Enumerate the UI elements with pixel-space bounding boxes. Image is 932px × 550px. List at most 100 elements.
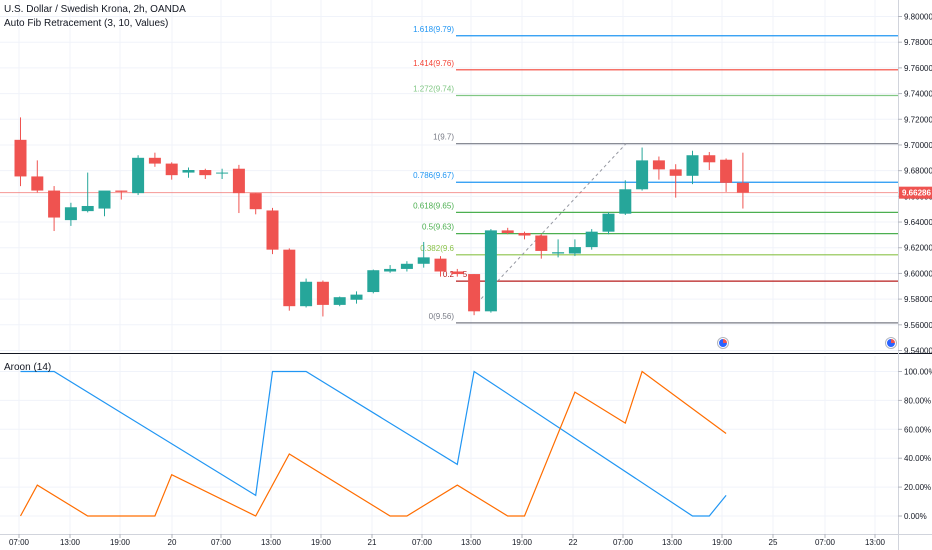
fib-level-label: 1.272(9.74) <box>413 85 454 94</box>
candle-body <box>720 159 733 183</box>
time-tick-label: 19:00 <box>712 538 733 547</box>
candle-body <box>686 155 699 176</box>
candle-body <box>384 268 397 272</box>
candle-body <box>249 193 262 210</box>
candle-body <box>535 235 548 251</box>
candle-body <box>602 213 615 232</box>
price-tick-label: 9.64000 <box>904 218 932 227</box>
aroon-tick-label: 80.00% <box>904 396 931 405</box>
candle-body <box>216 172 229 174</box>
time-tick-label: 13:00 <box>865 538 886 547</box>
price-tick-label: 9.68000 <box>904 167 932 176</box>
calendar-event-icon[interactable] <box>717 337 729 349</box>
candle-body <box>333 297 346 305</box>
candle-body <box>652 160 665 170</box>
candle-body <box>434 258 447 272</box>
price-tick-label: 9.72000 <box>904 115 932 124</box>
candle-body <box>148 157 161 164</box>
current-price-tag <box>899 186 932 199</box>
time-tick-label: 07:00 <box>412 538 433 547</box>
price-tick-label: 9.58000 <box>904 295 932 304</box>
candle-body <box>14 139 27 177</box>
candle-body <box>703 155 716 163</box>
fib-level-label: 0.786(9.67) <box>413 171 454 180</box>
time-tick-label: 13:00 <box>60 538 81 547</box>
candle-body <box>501 230 514 233</box>
aroon-title: Aroon (14) <box>4 362 52 373</box>
price-tick-label: 9.62000 <box>904 244 932 253</box>
fib-level-label: 1(9.7) <box>433 133 454 142</box>
candle-body <box>451 271 464 275</box>
aroon-up-line <box>20 370 727 517</box>
candle-body <box>350 294 363 300</box>
time-tick-label: 07:00 <box>9 538 30 547</box>
time-tick-label: 19:00 <box>311 538 332 547</box>
calendar-event-icon[interactable] <box>885 337 897 349</box>
candle-body <box>518 232 531 236</box>
candle-body <box>48 190 61 218</box>
candle-body <box>484 230 497 312</box>
candle-body <box>132 157 145 194</box>
time-tick-label: 19:00 <box>110 538 131 547</box>
candle-body <box>552 252 565 254</box>
candle-body <box>468 274 481 312</box>
price-tick-label: 9.74000 <box>904 90 932 99</box>
fib-level-label: 0.618(9.65) <box>413 201 454 210</box>
time-tick-label: 07:00 <box>211 538 232 547</box>
time-tick-label: 21 <box>368 538 377 547</box>
candle-body <box>98 190 111 209</box>
candle-body <box>182 170 195 173</box>
event-icon-slice <box>891 339 895 343</box>
aroon-lines <box>19 370 727 517</box>
fib-level-label: 1.618(9.79) <box>413 25 454 34</box>
event-badges[interactable] <box>717 337 897 349</box>
event-icon-slice <box>723 339 727 343</box>
aroon-down-line <box>19 370 727 517</box>
candle-body <box>636 160 649 190</box>
fib-level-label: 0.2 <box>443 270 455 279</box>
price-tick-label: 9.70000 <box>904 141 932 150</box>
price-tick-label: 9.78000 <box>904 38 932 47</box>
aroon-tick-label: 60.00% <box>904 425 931 434</box>
time-tick-label: 07:00 <box>815 538 836 547</box>
event-icon-slice <box>719 339 727 347</box>
candles <box>14 117 749 317</box>
time-tick-label: 13:00 <box>662 538 683 547</box>
price-tick-label: 9.54000 <box>904 347 932 356</box>
price-tick-label: 9.60000 <box>904 269 932 278</box>
candle-body <box>316 281 329 305</box>
candle-body <box>417 257 430 264</box>
price-tick-label: 9.80000 <box>904 13 932 22</box>
candle-body <box>283 249 296 307</box>
time-tick-label: 22 <box>569 538 578 547</box>
candle-body <box>64 207 77 221</box>
candle-body <box>31 176 44 191</box>
candle-body <box>266 210 279 250</box>
time-tick-label: 07:00 <box>613 538 634 547</box>
price-tick-label: 9.56000 <box>904 321 932 330</box>
current-price-label: 9.66286 <box>902 189 931 198</box>
time-tick-label: 19:00 <box>512 538 533 547</box>
aroon-tick-label: 40.00% <box>904 454 931 463</box>
candle-body <box>400 263 413 269</box>
indicator-label: Auto Fib Retracement (3, 10, Values) <box>4 18 169 29</box>
fib-level-label: 5 <box>463 270 468 279</box>
time-tick-label: 13:00 <box>261 538 282 547</box>
candle-body <box>367 270 380 293</box>
fib-level-label: 0.382(9.6 <box>420 244 454 253</box>
aroon-tick-label: 100.00% <box>904 368 932 377</box>
candle-body <box>199 170 212 176</box>
grid <box>0 0 898 534</box>
candle-body <box>736 182 749 193</box>
candle-body <box>300 281 313 307</box>
fib-level-label: 1.414(9.76) <box>413 59 454 68</box>
time-tick-label: 20 <box>168 538 177 547</box>
event-icon-slice <box>887 339 895 347</box>
aroon-tick-label: 0.00% <box>904 512 927 521</box>
time-tick-label: 25 <box>769 538 778 547</box>
candle-body <box>165 163 178 176</box>
fib-level-label: 0(9.56) <box>429 312 455 321</box>
candle-body <box>568 247 581 254</box>
